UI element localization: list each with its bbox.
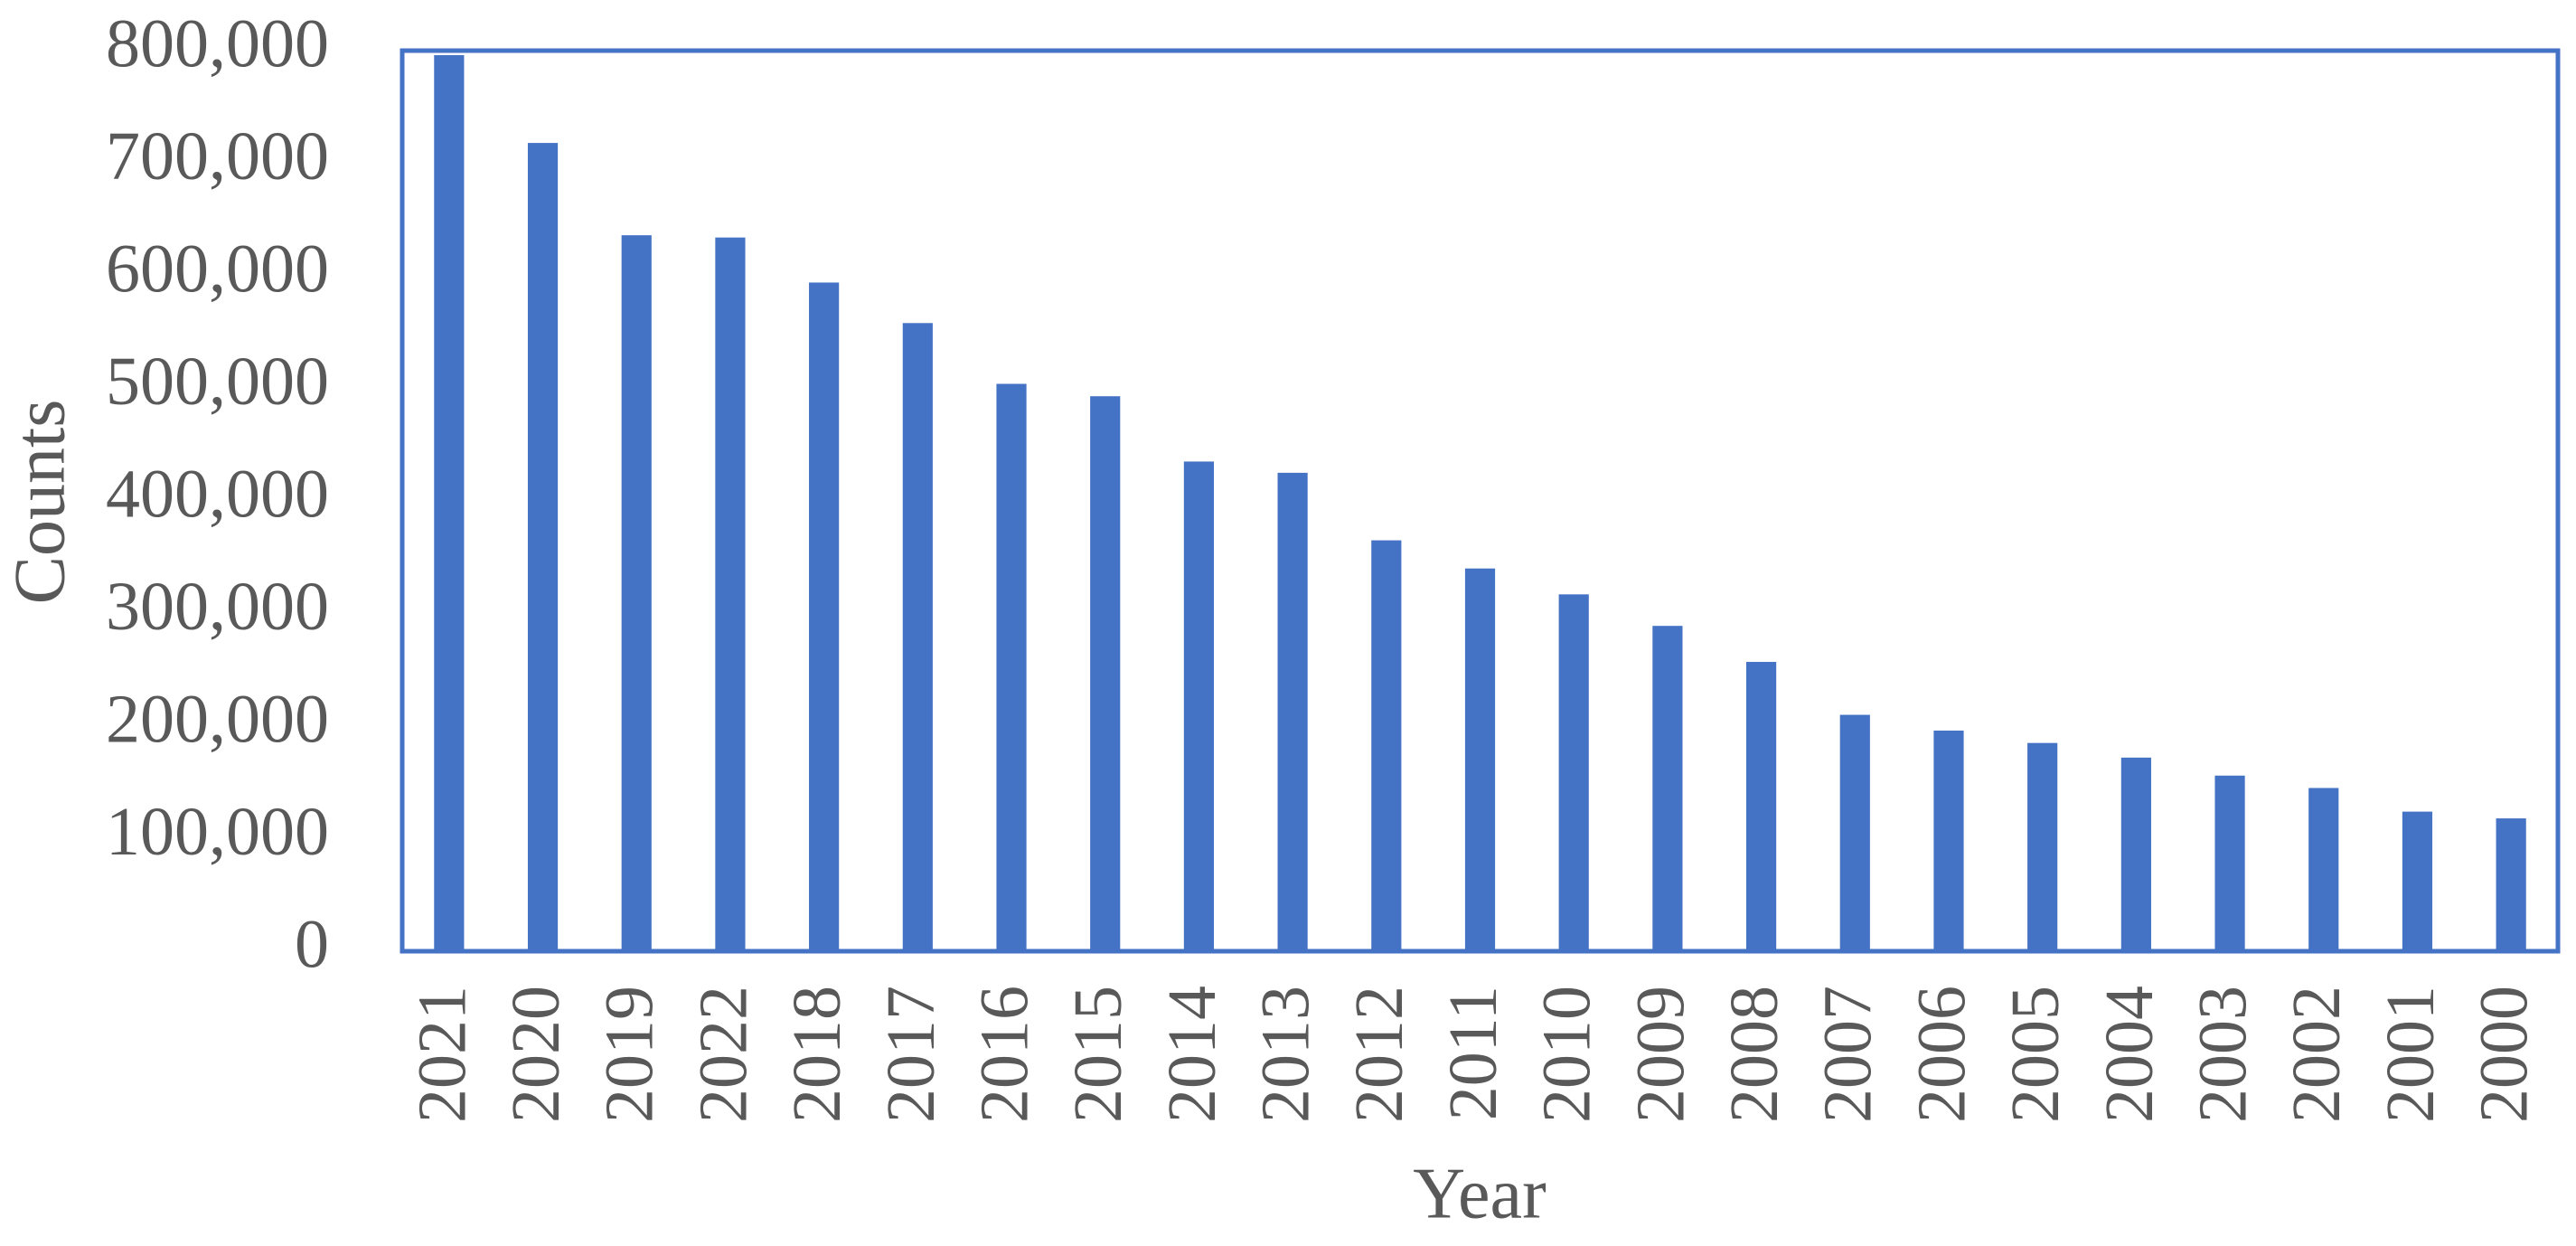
x-tick-label: 2011 (1435, 986, 1511, 1120)
bar (2496, 818, 2526, 951)
x-tick-label: 2003 (2186, 986, 2261, 1123)
x-tick-label: 2000 (2467, 986, 2543, 1123)
bar (809, 282, 840, 952)
bar (1558, 594, 1589, 951)
x-tick-label: 2014 (1154, 986, 1230, 1123)
x-tick-label: 2001 (2373, 986, 2449, 1123)
y-tick-label: 400,000 (106, 456, 329, 532)
bar (2308, 788, 2339, 951)
bar (621, 235, 652, 951)
x-tick-label: 2016 (966, 986, 1042, 1123)
y-tick-label: 0 (295, 906, 329, 982)
y-tick-label: 500,000 (106, 344, 329, 420)
plot-frame (400, 48, 2561, 954)
bar (1745, 662, 1777, 951)
y-tick-label: 700,000 (106, 118, 329, 194)
x-tick-label: 2012 (1341, 986, 1417, 1123)
y-tick-label: 300,000 (106, 569, 329, 645)
x-tick-label: 2007 (1810, 986, 1886, 1123)
bar (1371, 540, 1402, 951)
bar (1090, 396, 1121, 952)
bar (1277, 472, 1308, 951)
bar (996, 383, 1027, 951)
x-tick-label: 2004 (2092, 986, 2167, 1123)
x-axis-title: Year (1413, 1154, 1546, 1233)
bar (1933, 730, 1964, 951)
y-tick-label: 800,000 (106, 5, 329, 81)
x-tick-label: 2020 (498, 986, 574, 1123)
y-tick-label: 200,000 (106, 681, 329, 757)
bar (527, 143, 559, 952)
bar (902, 323, 933, 951)
bar (2402, 811, 2433, 951)
bar (2214, 775, 2245, 951)
y-axis-title: Counts (0, 400, 80, 605)
bar (1183, 461, 1215, 951)
x-tick-label: 2017 (873, 986, 949, 1123)
bar (1652, 626, 1683, 951)
x-tick-label: 2010 (1529, 986, 1605, 1123)
bar (1464, 568, 1496, 951)
y-tick-label: 600,000 (106, 231, 329, 307)
x-tick-label: 2002 (2279, 986, 2355, 1123)
x-tick-label: 2005 (1998, 986, 2073, 1123)
x-tick-label: 2021 (404, 986, 480, 1123)
bar (2027, 742, 2058, 951)
x-tick-label: 2006 (1904, 986, 1979, 1123)
x-tick-label: 2008 (1716, 986, 1792, 1123)
x-tick-label: 2013 (1248, 986, 1324, 1123)
bar (2120, 757, 2151, 951)
x-tick-label: 2018 (779, 986, 855, 1123)
bar (434, 54, 465, 952)
x-tick-label: 2022 (685, 986, 761, 1123)
x-tick-label: 2009 (1622, 986, 1698, 1123)
x-tick-label: 2019 (592, 986, 668, 1123)
x-tick-label: 2015 (1060, 986, 1136, 1123)
bar (1839, 714, 1870, 951)
bar (715, 237, 746, 951)
y-tick-label: 100,000 (106, 794, 329, 870)
